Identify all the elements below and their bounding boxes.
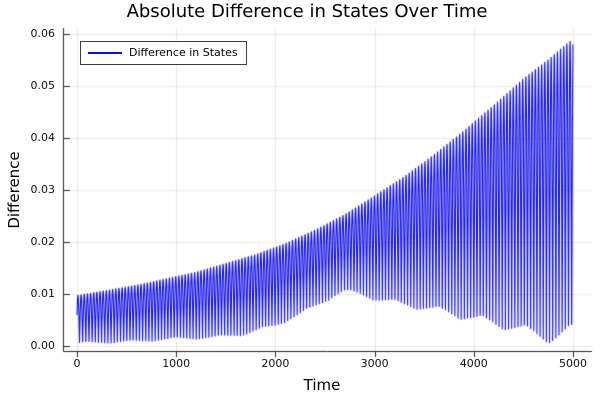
x-tick-label: 1000 (162, 357, 191, 370)
x-tick-label: 2000 (261, 357, 290, 370)
y-tick-label: 0.00 (30, 339, 56, 352)
y-tick-label: 0.01 (30, 287, 56, 300)
y-tick-label: 0.05 (30, 79, 56, 92)
x-tick-label: 0 (73, 357, 81, 370)
x-tick-label: 4000 (459, 357, 488, 370)
legend: Difference in States (80, 41, 247, 65)
y-tick-label: 0.03 (30, 183, 56, 196)
x-tick-label: 3000 (360, 357, 389, 370)
legend-line-sample (88, 52, 122, 54)
x-tick-label: 5000 (559, 357, 587, 370)
y-tick-label: 0.06 (30, 27, 56, 40)
y-tick-label: 0.04 (30, 131, 56, 144)
chart-title: Absolute Difference in States Over Time (126, 1, 488, 22)
x-axis-label: Time (303, 376, 341, 394)
y-tick-label: 0.02 (30, 235, 56, 248)
legend-entry-label: Difference in States (129, 46, 238, 59)
